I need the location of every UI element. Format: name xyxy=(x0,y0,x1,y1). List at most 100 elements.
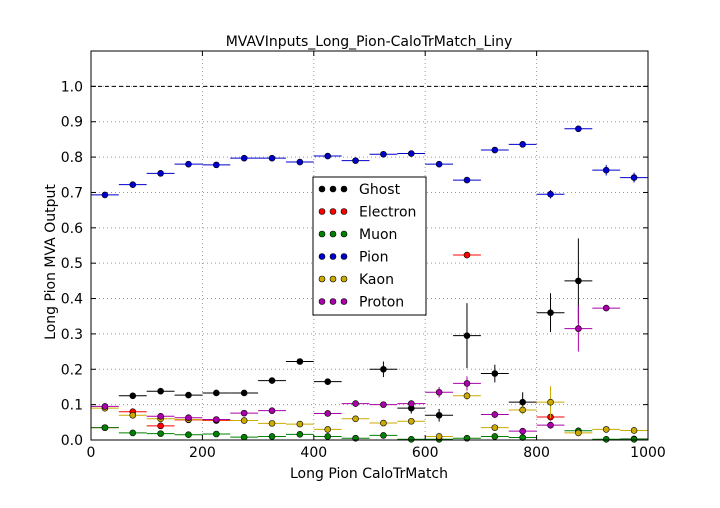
x-tick-label: 800 xyxy=(523,445,550,461)
data-point xyxy=(435,411,443,419)
data-point xyxy=(240,433,248,441)
series-kaon xyxy=(91,386,648,440)
data-point xyxy=(352,415,359,423)
data-point xyxy=(185,431,192,438)
legend-marker xyxy=(318,298,326,305)
legend-marker xyxy=(329,253,337,260)
data-point xyxy=(630,174,638,181)
data-point xyxy=(519,427,526,435)
data-point xyxy=(213,416,220,423)
legend-label: Pion xyxy=(359,250,388,266)
plot-frame xyxy=(90,50,649,441)
legend-marker xyxy=(340,253,348,260)
data-point xyxy=(547,421,554,429)
legend-label: Electron xyxy=(359,205,416,221)
data-point xyxy=(519,406,526,414)
legend-marker xyxy=(340,298,348,305)
data-point xyxy=(268,407,276,414)
data-point xyxy=(519,141,526,148)
legend-label: Kaon xyxy=(359,272,394,288)
data-point xyxy=(324,426,332,433)
legend: Ghost Electron Muon Pion Kaon Proton xyxy=(312,176,427,316)
series-proton xyxy=(91,304,621,435)
legend-marker xyxy=(318,185,326,193)
x-axis-label: Long Pion CaloTrMatch xyxy=(290,466,448,482)
data-point xyxy=(491,146,499,154)
y-tick-label: 0.1 xyxy=(61,398,83,414)
x-tick-label: 400 xyxy=(300,445,327,461)
y-tick-label: 0.3 xyxy=(61,327,83,343)
data-point xyxy=(575,325,582,332)
data-point xyxy=(407,417,415,425)
y-tick-label: 0.5 xyxy=(61,256,83,272)
legend-box xyxy=(312,176,427,316)
data-point xyxy=(407,400,415,407)
legend-marker xyxy=(318,208,326,215)
data-point xyxy=(519,398,526,406)
data-point xyxy=(240,154,248,162)
y-tick-label: 0.2 xyxy=(61,362,83,378)
data-point xyxy=(213,430,220,438)
legend-marker xyxy=(340,275,348,283)
data-point xyxy=(630,435,638,443)
data-point xyxy=(547,190,554,198)
data-point xyxy=(157,422,164,430)
data-point xyxy=(157,170,164,177)
data-point xyxy=(268,420,276,427)
y-tick-label: 0.0 xyxy=(61,433,83,449)
data-point xyxy=(240,409,248,417)
data-point xyxy=(547,309,554,316)
data-point xyxy=(296,431,304,438)
data-point xyxy=(296,158,304,166)
x-tick-label: 600 xyxy=(412,445,439,461)
data-point xyxy=(435,433,443,440)
y-tick-label: 0.8 xyxy=(61,150,83,166)
data-layer xyxy=(91,125,648,443)
data-point xyxy=(547,398,554,406)
data-point xyxy=(575,277,582,285)
data-point xyxy=(575,125,582,133)
legend-marker xyxy=(318,275,326,283)
legend-marker xyxy=(329,185,337,193)
data-point xyxy=(602,304,610,312)
data-point xyxy=(324,378,332,385)
ticks: 0 200 400 600 800 1000 0.0 0.1 0.2 0.3 0.4 0.5 0.6 0.… xyxy=(61,51,666,461)
series-pion xyxy=(91,125,648,199)
y-axis-label: Long Pion MVA Output xyxy=(43,184,59,340)
data-point xyxy=(157,430,164,437)
legend-marker xyxy=(329,208,337,215)
x-tick-label: 200 xyxy=(189,445,216,461)
legend-label: Ghost xyxy=(359,182,401,198)
data-point xyxy=(602,166,610,174)
series-ghost xyxy=(118,238,648,443)
data-point xyxy=(324,152,332,160)
legend-marker xyxy=(318,253,326,260)
data-point xyxy=(240,417,248,424)
legend-marker xyxy=(318,230,326,238)
data-point xyxy=(519,434,526,441)
legend-marker xyxy=(340,185,348,193)
data-point xyxy=(129,411,137,419)
data-point xyxy=(268,154,276,162)
series-muon xyxy=(91,424,648,443)
data-point xyxy=(407,150,415,157)
data-point xyxy=(463,380,471,387)
y-tick-label: 0.7 xyxy=(61,185,83,201)
data-point xyxy=(435,160,443,168)
data-point xyxy=(101,424,109,431)
data-point xyxy=(491,370,499,377)
legend-marker xyxy=(329,230,337,238)
data-point xyxy=(213,389,220,397)
data-point xyxy=(463,176,471,184)
legend-marker xyxy=(340,230,348,238)
data-point xyxy=(129,429,137,437)
legend-marker xyxy=(329,298,337,305)
data-point xyxy=(491,411,499,418)
data-point xyxy=(463,251,471,259)
data-point xyxy=(602,435,610,443)
data-point xyxy=(602,426,610,433)
y-tick-label: 0.4 xyxy=(61,292,83,308)
data-point xyxy=(324,410,332,417)
